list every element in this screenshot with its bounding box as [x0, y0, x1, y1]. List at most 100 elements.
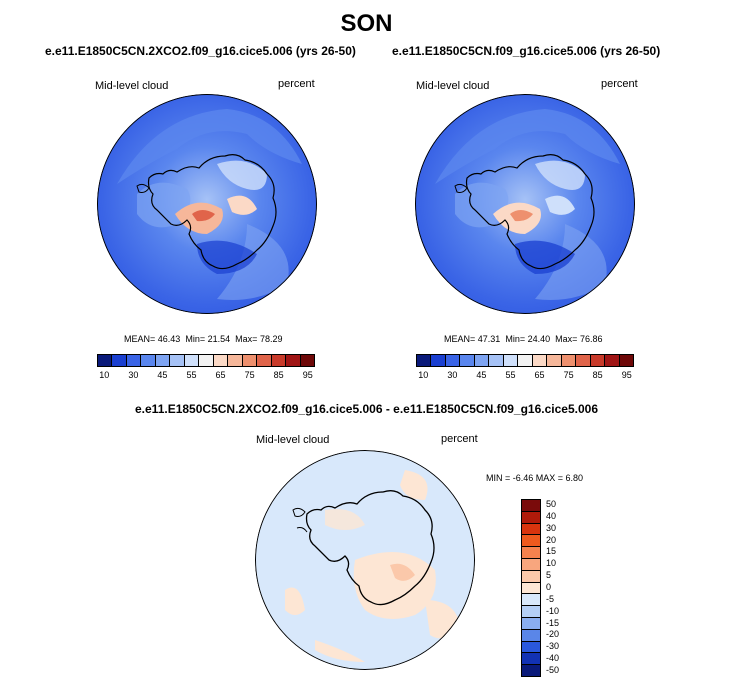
- left-colorbar-tick-label: 10: [99, 370, 110, 380]
- diff-colorbar-tick-label: -40: [546, 653, 560, 664]
- diff-colorbar-swatch: [522, 535, 540, 548]
- season-title: SON: [340, 10, 393, 37]
- right-max-label: Max=: [555, 334, 578, 344]
- right-max-value: 76.86: [579, 334, 603, 344]
- left-polar-map: [97, 94, 317, 314]
- diff-colorbar-tick-label: -20: [546, 629, 560, 640]
- right-units-label: percent: [601, 78, 638, 90]
- right-colorbar-swatch: [605, 355, 620, 366]
- left-colorbar-tick-label: 45: [157, 370, 168, 380]
- right-colorbar-swatch: [518, 355, 533, 366]
- left-colorbar-tick-label: 55: [186, 370, 197, 380]
- left-units-label: percent: [278, 78, 315, 90]
- right-colorbar-swatch: [590, 355, 606, 366]
- right-colorbar-swatch: [474, 355, 490, 366]
- right-colorbar-swatch: [431, 355, 446, 366]
- diff-colorbar-tick-label: -15: [546, 617, 560, 628]
- diff-colorbar: [521, 499, 541, 677]
- diff-colorbar-ticks: 50 40 30 20 15 10 5 0 -5 -10 -15 -20 -30 -40 -50: [546, 499, 586, 677]
- left-stats: MEAN= 46.43 Min= 21.54 Max= 78.29: [124, 334, 282, 344]
- right-min-value: 24.40: [527, 334, 551, 344]
- diff-title: e.e11.E1850C5CN.2XCO2.f09_g16.cice5.006 …: [135, 402, 598, 416]
- left-colorbar-tick-label: 85: [273, 370, 284, 380]
- left-colorbar-swatch: [155, 355, 171, 366]
- diff-colorbar-swatch: [522, 570, 540, 583]
- right-colorbar-swatch: [489, 355, 504, 366]
- right-colorbar: [416, 354, 634, 367]
- left-colorbar-swatch: [213, 355, 229, 366]
- diff-colorbar-tick-label: 30: [546, 522, 557, 533]
- right-colorbar-swatch: [445, 355, 461, 366]
- left-colorbar-tick-label: 30: [128, 370, 139, 380]
- diff-colorbar-swatch: [522, 653, 540, 666]
- diff-colorbar-swatch: [522, 558, 540, 571]
- diff-variable-label: Mid-level cloud: [256, 434, 330, 446]
- right-variable-label: Mid-level cloud: [416, 80, 490, 92]
- right-colorbar-swatch: [503, 355, 519, 366]
- diff-colorbar-tick-label: 50: [546, 498, 557, 509]
- right-colorbar-swatch: [561, 355, 577, 366]
- diff-colorbar-swatch: [522, 617, 540, 630]
- diff-colorbar-swatch: [522, 594, 540, 607]
- left-colorbar-swatch: [141, 355, 156, 366]
- left-min-value: 21.54: [207, 334, 231, 344]
- right-polar-map: [415, 94, 635, 314]
- left-colorbar-swatch: [98, 355, 113, 366]
- left-colorbar-tick-label: 65: [215, 370, 226, 380]
- diff-colorbar-swatch: [522, 641, 540, 654]
- right-colorbar-tick-label: 45: [476, 370, 487, 380]
- right-colorbar-ticks: 10 30 45 55 65 75 85 95: [416, 370, 634, 382]
- left-colorbar-ticks: 10 30 45 55 65 75 85 95: [97, 370, 315, 382]
- diff-polar-map: [255, 450, 475, 670]
- left-mean-label: MEAN=: [124, 334, 156, 344]
- left-max-value: 78.29: [259, 334, 283, 344]
- right-colorbar-tick-label: 30: [447, 370, 458, 380]
- right-mean-value: 47.31: [477, 334, 501, 344]
- right-min-label: Min=: [505, 334, 526, 344]
- right-colorbar-tick-label: 65: [534, 370, 545, 380]
- diff-colorbar-tick-label: -5: [546, 593, 555, 604]
- right-colorbar-swatch: [547, 355, 562, 366]
- right-colorbar-swatch: [417, 355, 432, 366]
- diff-colorbar-swatch: [522, 547, 540, 559]
- left-colorbar: [97, 354, 315, 367]
- left-colorbar-swatch: [199, 355, 214, 366]
- diff-colorbar-swatch: [522, 523, 540, 536]
- diff-colorbar-tick-label: 15: [546, 546, 557, 557]
- left-colorbar-swatch: [112, 355, 127, 366]
- left-colorbar-swatch: [170, 355, 185, 366]
- right-case-title: e.e11.E1850C5CN.f09_g16.cice5.006 (yrs 2…: [392, 44, 661, 58]
- diff-minmax: MIN = -6.46 MAX = 6.80: [486, 473, 584, 483]
- diff-colorbar-swatch: [522, 629, 540, 642]
- diff-colorbar-swatch: [522, 582, 540, 595]
- left-colorbar-swatch: [286, 355, 301, 366]
- diff-colorbar-tick-label: -50: [546, 665, 560, 676]
- right-colorbar-tick-label: 55: [505, 370, 516, 380]
- left-variable-label: Mid-level cloud: [95, 80, 169, 92]
- left-min-label: Min=: [185, 334, 206, 344]
- diff-colorbar-tick-label: 40: [546, 510, 557, 521]
- diff-colorbar-tick-label: 10: [546, 558, 557, 569]
- right-colorbar-tick-label: 85: [592, 370, 603, 380]
- diff-colorbar-swatch: [522, 606, 540, 618]
- left-colorbar-swatch: [184, 355, 200, 366]
- left-colorbar-swatch: [242, 355, 258, 366]
- right-colorbar-swatch: [576, 355, 591, 366]
- right-stats: MEAN= 47.31 Min= 24.40 Max= 76.86: [444, 334, 602, 344]
- diff-colorbar-tick-label: 20: [546, 534, 557, 545]
- diff-units-label: percent: [441, 433, 478, 445]
- left-colorbar-tick-label: 95: [302, 370, 313, 380]
- left-colorbar-swatch: [228, 355, 243, 366]
- right-colorbar-tick-label: 95: [621, 370, 632, 380]
- left-colorbar-swatch: [300, 355, 315, 366]
- diff-colorbar-tick-label: -30: [546, 641, 560, 652]
- diff-colorbar-swatch: [522, 665, 540, 676]
- right-colorbar-tick-label: 10: [418, 370, 429, 380]
- diff-colorbar-swatch: [522, 511, 540, 524]
- diff-colorbar-tick-label: -10: [546, 605, 560, 616]
- left-colorbar-swatch: [257, 355, 272, 366]
- right-colorbar-swatch: [460, 355, 475, 366]
- left-colorbar-tick-label: 75: [244, 370, 255, 380]
- right-colorbar-tick-label: 75: [563, 370, 574, 380]
- diff-colorbar-swatch: [522, 500, 540, 512]
